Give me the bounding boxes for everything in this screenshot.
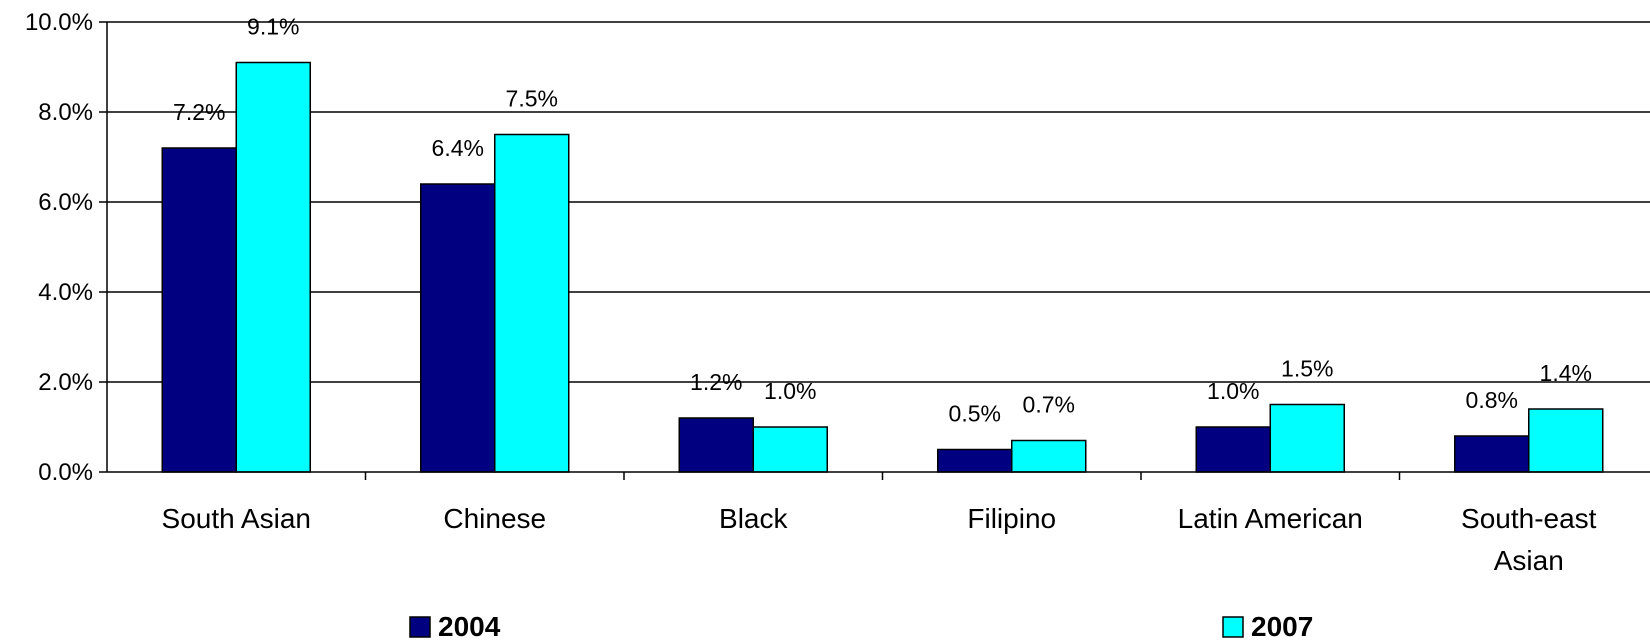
bar-2004: [161, 147, 237, 473]
bar-2007: [1011, 439, 1087, 473]
bar-2004: [1195, 426, 1271, 473]
data-label: 1.0%: [1207, 378, 1259, 404]
data-label: 7.2%: [173, 99, 225, 125]
y-tick-label: 4.0%: [38, 279, 93, 306]
legend-swatch-2007: [1222, 616, 1244, 638]
data-label: 1.5%: [1281, 356, 1333, 382]
data-label: 9.1%: [247, 14, 299, 40]
bar-2007: [1269, 403, 1345, 473]
bar-2004: [937, 448, 1013, 473]
bars: [161, 61, 1604, 473]
bar-2007: [1528, 408, 1604, 473]
data-label: 7.5%: [506, 86, 558, 112]
y-tick-label: 0.0%: [38, 459, 93, 486]
data-label: 0.7%: [1023, 392, 1075, 418]
y-tick-label: 6.0%: [38, 189, 93, 216]
x-category-label-line: Latin American: [1178, 503, 1363, 534]
data-label: 0.5%: [949, 401, 1001, 427]
x-category-label: South Asian: [162, 503, 311, 534]
axes: [99, 21, 1650, 480]
x-category-label-line: Filipino: [967, 503, 1056, 534]
y-tick-label: 2.0%: [38, 369, 93, 396]
data-label: 0.8%: [1466, 387, 1518, 413]
y-tick-label: 10.0%: [25, 9, 93, 36]
data-label: 1.0%: [764, 378, 816, 404]
data-label: 1.2%: [690, 369, 742, 395]
data-labels: 7.2% 9.1% 6.4% 7.5% 1.2% 1.0% 0.5% 0.7% 1.0% 1.5%…: [173, 14, 1592, 427]
x-category-label-line: South Asian: [162, 503, 311, 534]
x-category-label-line: South-east: [1461, 503, 1597, 534]
data-label: 6.4%: [432, 135, 484, 161]
gridlines: [107, 21, 1650, 383]
bar-2004: [678, 417, 754, 473]
data-label: 1.4%: [1540, 360, 1592, 386]
legend-label-2007: 2007: [1251, 611, 1313, 641]
x-category-label: Chinese: [443, 503, 546, 534]
x-category-label-line: Asian: [1494, 545, 1564, 576]
bar-2007: [235, 61, 311, 473]
bar-2004: [420, 183, 496, 473]
legend-label-2004: 2004: [438, 611, 501, 641]
bar-2007: [494, 133, 570, 473]
legend: 2004 2007: [409, 611, 1313, 641]
x-category-label: Black: [719, 503, 788, 534]
x-category-label: Filipino: [967, 503, 1056, 534]
y-tick-label: 8.0%: [38, 99, 93, 126]
x-category-labels: South Asian Chinese Black Filipino Latin Ame…: [162, 503, 1597, 576]
x-category-label: Latin American: [1178, 503, 1363, 534]
legend-swatch-2004: [409, 616, 431, 638]
x-category-label-line: Black: [719, 503, 788, 534]
y-tick-labels: 0.0% 2.0% 4.0% 6.0% 8.0% 10.0%: [25, 9, 93, 486]
x-category-label-line: Chinese: [443, 503, 546, 534]
x-category-label: South-east Asian: [1461, 503, 1597, 576]
bar-2007: [752, 426, 828, 473]
bar-2004: [1454, 435, 1530, 473]
